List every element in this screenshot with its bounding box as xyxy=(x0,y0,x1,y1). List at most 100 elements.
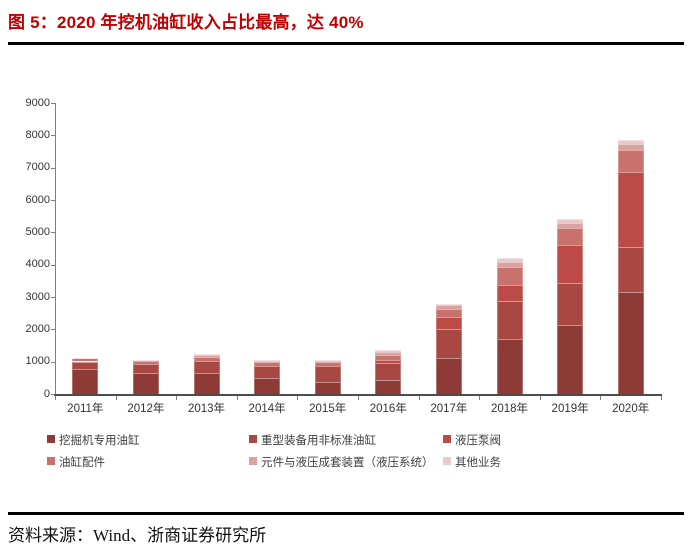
title-divider xyxy=(8,42,684,45)
bar-segment-2020年-s4 xyxy=(617,149,644,173)
bar-segment-2014年-s2 xyxy=(254,366,281,378)
bar-segment-2015年-s2 xyxy=(314,365,341,383)
bar-segment-2013年-s5 xyxy=(193,354,220,357)
bar-segment-2020年-s5 xyxy=(617,143,644,150)
legend-label: 挖掘机专用油缸 xyxy=(59,434,140,447)
y-axis-tick xyxy=(51,361,55,363)
legend-swatch-icon xyxy=(47,456,55,465)
x-axis-line xyxy=(54,394,662,396)
y-axis-tick xyxy=(51,200,55,201)
x-axis-label: 2018年 xyxy=(490,403,529,415)
source-divider xyxy=(8,512,684,515)
x-axis-tick xyxy=(539,396,541,400)
x-axis-label: 2015年 xyxy=(309,403,347,415)
bar-segment-2016年-s2 xyxy=(375,362,402,381)
y-axis-label: 8000 xyxy=(25,128,50,141)
y-axis-tick xyxy=(51,329,55,331)
bar-segment-2013年-s6 xyxy=(193,353,220,355)
bar-segment-2020年-s3 xyxy=(617,172,644,247)
bar-segment-2012年-s2 xyxy=(132,364,159,373)
bar-segment-2013年-s2 xyxy=(193,360,220,373)
legend-swatch-icon xyxy=(443,434,451,443)
bar-segment-2018年-s5 xyxy=(496,261,523,268)
x-axis-tick xyxy=(479,396,481,400)
y-axis-label: 9000 xyxy=(25,96,50,109)
y-axis-label: 4000 xyxy=(25,258,50,271)
legend-swatch-icon xyxy=(443,456,451,465)
bar-segment-2019年-s3 xyxy=(557,244,584,283)
legend-item-6: 其他业务 xyxy=(443,453,501,469)
bar-segment-2016年-s3 xyxy=(375,360,402,363)
x-axis-label: 2016年 xyxy=(369,403,407,415)
bar-segment-2014年-s1 xyxy=(254,377,281,394)
bar-segment-2017年-s4 xyxy=(435,308,462,317)
x-axis-tick xyxy=(236,396,238,400)
bar-segment-2014年-s4 xyxy=(254,362,281,367)
y-axis-label: 5000 xyxy=(25,225,50,238)
legend-swatch-icon xyxy=(47,434,55,443)
bar-segment-2017年-s6 xyxy=(435,303,462,305)
legend-item-2: 重型装备用非标准油缸 xyxy=(249,431,376,447)
x-axis-label: 2014年 xyxy=(248,403,286,415)
bar-segment-2011年-s2 xyxy=(72,361,99,369)
source-note: 资料来源：Wind、浙商证券研究所 xyxy=(8,526,267,545)
x-axis-label: 2011年 xyxy=(67,403,104,415)
y-axis-label: 1000 xyxy=(25,355,50,368)
x-axis-label: 2013年 xyxy=(187,403,226,415)
bar-segment-2014年-s6 xyxy=(254,359,281,361)
bar-segment-2017年-s5 xyxy=(435,304,462,309)
bar-segment-2020年-s2 xyxy=(617,246,644,293)
y-axis-label: 0 xyxy=(43,387,50,400)
bar-segment-2012年-s6 xyxy=(132,360,159,362)
y-axis-tick xyxy=(51,232,55,234)
y-axis-tick xyxy=(51,135,55,137)
bar-segment-2016年-s6 xyxy=(375,349,402,353)
bar-segment-2017年-s1 xyxy=(435,358,462,394)
bar-segment-2019年-s6 xyxy=(557,218,584,223)
bar-segment-2018年-s2 xyxy=(496,301,523,340)
bar-segment-2016年-s5 xyxy=(375,352,402,356)
bar-segment-2016年-s4 xyxy=(375,355,402,361)
bar-segment-2020年-s6 xyxy=(617,140,644,144)
legend-item-4: 油缸配件 xyxy=(47,453,105,469)
legend-label: 油缸配件 xyxy=(59,456,105,469)
bar-segment-2011年-s6 xyxy=(72,357,99,359)
legend-item-3: 液压泵阀 xyxy=(443,431,501,447)
x-axis-tick xyxy=(176,396,178,400)
bar-segment-2017年-s3 xyxy=(435,316,462,329)
legend-label: 元件与液压成套装置（液压系统） xyxy=(261,456,434,469)
x-axis-label: 2017年 xyxy=(430,403,468,415)
y-axis-line xyxy=(55,103,56,394)
y-axis-label: 7000 xyxy=(25,161,50,174)
y-axis-label: 3000 xyxy=(25,290,50,303)
bar-segment-2015年-s6 xyxy=(314,360,341,362)
legend-item-1: 挖掘机专用油缸 xyxy=(47,431,140,447)
bar-segment-2012年-s1 xyxy=(132,372,159,394)
bar-segment-2015年-s1 xyxy=(314,382,341,394)
legend-label: 液压泵阀 xyxy=(455,434,501,447)
legend-label: 其他业务 xyxy=(455,456,501,469)
bar-segment-2020年-s1 xyxy=(617,292,644,394)
y-axis-tick xyxy=(51,297,55,298)
x-axis-tick xyxy=(55,396,56,400)
bar-segment-2015年-s5 xyxy=(314,360,341,362)
bar-segment-2014年-s5 xyxy=(254,360,281,363)
y-axis-tick xyxy=(51,167,55,169)
stacked-bar-chart: 0 1000 2000 3000 4000 5000 6000 7000 8000 9000 201… xyxy=(0,60,690,500)
bar-segment-2013年-s4 xyxy=(193,356,220,361)
x-axis-tick xyxy=(600,396,602,400)
bar-segment-2019年-s1 xyxy=(557,325,584,394)
bar-segment-2016年-s1 xyxy=(375,380,402,394)
legend-label: 重型装备用非标准油缸 xyxy=(261,434,376,447)
bar-segment-2018年-s3 xyxy=(496,284,523,302)
y-axis-tick xyxy=(51,103,55,104)
legend-swatch-icon xyxy=(249,456,257,465)
bar-segment-2019年-s4 xyxy=(557,228,584,245)
bar-segment-2018年-s6 xyxy=(496,257,523,262)
bar-segment-2017年-s2 xyxy=(435,328,462,358)
bar-segment-2018年-s1 xyxy=(496,339,523,394)
figure-title: 图 5：2020 年挖机油缸收入占比最高，达 40% xyxy=(8,13,364,32)
x-axis-tick xyxy=(418,396,420,400)
x-axis-tick xyxy=(115,396,117,400)
